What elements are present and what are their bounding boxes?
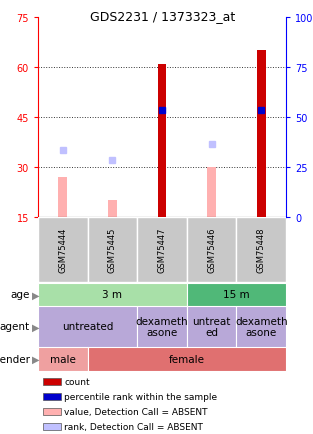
Bar — [38, 306, 137, 347]
Bar — [257, 51, 266, 217]
Bar — [88, 217, 137, 283]
Bar — [137, 217, 187, 283]
Text: untreat
ed: untreat ed — [192, 316, 231, 338]
Bar — [38, 283, 187, 306]
Bar — [88, 347, 286, 371]
Bar — [236, 306, 286, 347]
Bar — [58, 178, 67, 217]
Text: agent: agent — [0, 322, 30, 332]
Bar — [187, 217, 236, 283]
Text: male: male — [50, 354, 76, 364]
Bar — [108, 201, 117, 217]
Text: female: female — [169, 354, 205, 364]
Text: GSM75446: GSM75446 — [207, 227, 216, 273]
Text: GDS2231 / 1373323_at: GDS2231 / 1373323_at — [90, 10, 235, 23]
Text: ▶: ▶ — [32, 290, 39, 300]
Bar — [187, 306, 236, 347]
Text: GSM75445: GSM75445 — [108, 227, 117, 273]
Text: count: count — [64, 377, 90, 386]
Text: percentile rank within the sample: percentile rank within the sample — [64, 392, 218, 401]
Bar — [43, 378, 61, 385]
Text: GSM75444: GSM75444 — [58, 227, 67, 273]
Bar — [187, 283, 286, 306]
Bar — [207, 168, 216, 217]
Bar — [38, 217, 88, 283]
Text: dexameth
asone: dexameth asone — [235, 316, 288, 338]
Text: gender: gender — [0, 354, 30, 364]
Bar — [43, 423, 61, 430]
Bar — [43, 393, 61, 400]
Text: GSM75447: GSM75447 — [157, 227, 167, 273]
Text: untreated: untreated — [62, 322, 113, 332]
Text: 3 m: 3 m — [102, 290, 122, 300]
Bar — [137, 306, 187, 347]
Text: age: age — [11, 290, 30, 300]
Text: ▶: ▶ — [32, 354, 39, 364]
Text: ▶: ▶ — [32, 322, 39, 332]
Bar — [236, 217, 286, 283]
Bar — [43, 408, 61, 415]
Bar — [157, 65, 167, 217]
Text: GSM75448: GSM75448 — [257, 227, 266, 273]
Text: dexameth
asone: dexameth asone — [136, 316, 188, 338]
Text: value, Detection Call = ABSENT: value, Detection Call = ABSENT — [64, 407, 208, 416]
Bar — [38, 347, 88, 371]
Text: 15 m: 15 m — [223, 290, 250, 300]
Text: rank, Detection Call = ABSENT: rank, Detection Call = ABSENT — [64, 422, 203, 431]
